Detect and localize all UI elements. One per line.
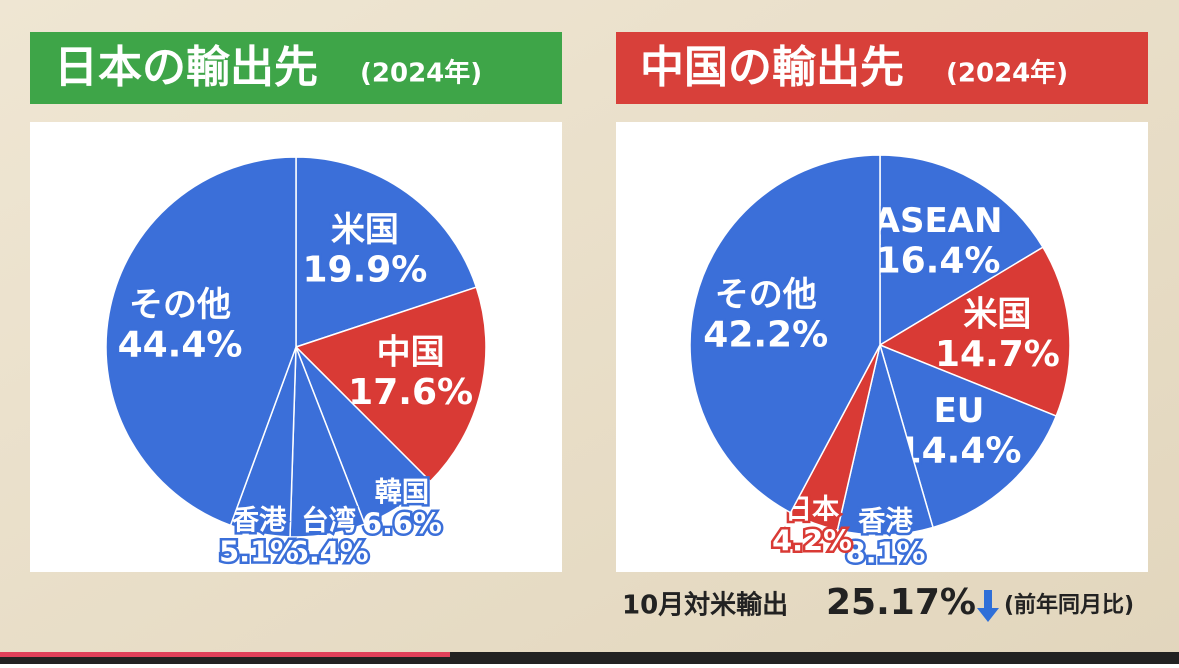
pie-slice: [294, 286, 487, 483]
annotation-text: 10月対米輸出: [622, 590, 788, 621]
slice-value-label: 44.4%: [118, 324, 243, 365]
slice-value-label: 16.4%: [876, 240, 1001, 281]
slice-label: 中国: [377, 333, 445, 373]
progress-bar: [0, 652, 450, 657]
slice-value-label: 8.1%: [846, 536, 926, 570]
slice-value-label: 14.4%: [897, 430, 1022, 471]
chart-title: 中国の輸出先: [640, 42, 904, 93]
slice-value-label: 42.2%: [703, 314, 828, 355]
pie-slice: [879, 154, 1044, 347]
down-arrow-icon: [977, 590, 999, 622]
slice-value-label: 6.6%: [362, 506, 442, 540]
annotation-note: (前年同月比): [1004, 592, 1134, 618]
slice-value-label: 17.6%: [348, 372, 473, 413]
slice-label: 米国: [963, 294, 1031, 334]
slice-value-label: 19.9%: [302, 249, 427, 290]
chart-subtitle: (2024年): [360, 58, 482, 89]
slice-label: 台湾: [302, 505, 356, 537]
chart-title: 日本の輸出先: [54, 42, 318, 93]
slice-label: EU: [934, 391, 985, 431]
pie-slice: [689, 154, 881, 514]
annotation-figure: 25.17%: [826, 582, 976, 623]
slice-label: その他: [129, 285, 231, 325]
slice-label: ASEAN: [874, 201, 1003, 241]
title-banner: [30, 32, 562, 104]
chart-subtitle: (2024年): [946, 58, 1068, 89]
slice-value-label: 4.2%: [772, 524, 852, 558]
pie-slice: [105, 156, 297, 527]
slice-value-label: 14.7%: [935, 334, 1060, 375]
pie-slice: [878, 246, 1071, 418]
slice-label: 香港: [232, 505, 287, 536]
title-banner: [616, 32, 1148, 104]
slice-label: 香港: [858, 506, 913, 537]
slice-label: 米国: [331, 210, 399, 250]
pie-slice: [878, 343, 1058, 529]
pie-slice: [295, 156, 478, 349]
slice-value-label: 6.4%: [289, 535, 369, 569]
slice-label: その他: [715, 275, 817, 315]
slice-value-label: 5.1%: [219, 534, 299, 568]
pie-slice: [836, 342, 934, 536]
slice-label: 韓国: [375, 477, 429, 508]
